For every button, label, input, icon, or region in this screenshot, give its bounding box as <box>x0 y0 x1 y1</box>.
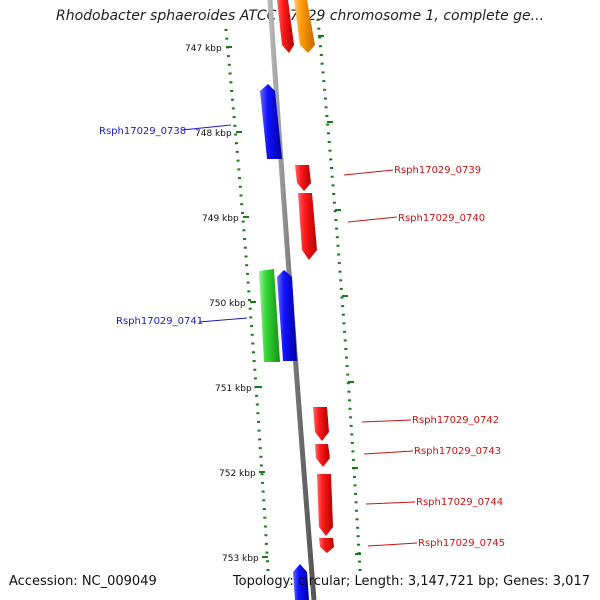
gene-arrow[interactable] <box>298 193 317 260</box>
tick-label-750: 750 kbp <box>209 299 246 309</box>
tick-label-747: 747 kbp <box>185 44 222 54</box>
gene-labels: Rsph17029_0738 Rsph17029_0739 Rsph17029_… <box>99 126 505 549</box>
gene-label-rsph17029-0741[interactable]: Rsph17029_0741 <box>116 316 203 327</box>
gene-label-rsph17029-0743[interactable]: Rsph17029_0743 <box>414 446 501 457</box>
gene-label-rsph17029-0738[interactable]: Rsph17029_0738 <box>99 126 186 137</box>
gene-arrow[interactable] <box>277 270 297 361</box>
gene-arrow[interactable] <box>317 474 333 536</box>
gene-arrow[interactable] <box>260 84 282 159</box>
gene-label-rsph17029-0744[interactable]: Rsph17029_0744 <box>416 497 503 508</box>
gene-label-rsph17029-0745[interactable]: Rsph17029_0745 <box>418 538 505 549</box>
gene-label-rsph17029-0742[interactable]: Rsph17029_0742 <box>412 415 499 426</box>
gene-arrow[interactable] <box>319 538 334 553</box>
genome-summary-text: Topology: circular; Length: 3,147,721 bp… <box>232 574 590 589</box>
genes <box>259 0 334 600</box>
label-leaders <box>181 124 418 547</box>
major-ticks <box>226 35 361 558</box>
tick-label-753: 753 kbp <box>222 554 259 564</box>
tick-label-748: 748 kbp <box>195 129 232 139</box>
gene-label-rsph17029-0740[interactable]: Rsph17029_0740 <box>398 213 485 224</box>
gene-arrow[interactable] <box>293 564 309 600</box>
tick-label-749: 749 kbp <box>202 214 239 224</box>
gene-arrow[interactable] <box>277 0 294 53</box>
tick-label-751: 751 kbp <box>215 384 252 394</box>
gene-arrow[interactable] <box>315 444 330 467</box>
scale-ticks-right <box>316 19 362 571</box>
gene-arrow[interactable] <box>294 0 315 53</box>
gene-label-rsph17029-0739[interactable]: Rsph17029_0739 <box>394 165 481 176</box>
accession-text: Accession: NC_009049 <box>9 574 157 589</box>
gene-arrow[interactable] <box>295 165 311 191</box>
gene-arrow[interactable] <box>313 407 329 441</box>
tick-label-752: 752 kbp <box>219 469 256 479</box>
scale-labels: 747 kbp 748 kbp 749 kbp 750 kbp 751 kbp … <box>185 44 259 564</box>
gene-arrow[interactable] <box>259 269 280 362</box>
